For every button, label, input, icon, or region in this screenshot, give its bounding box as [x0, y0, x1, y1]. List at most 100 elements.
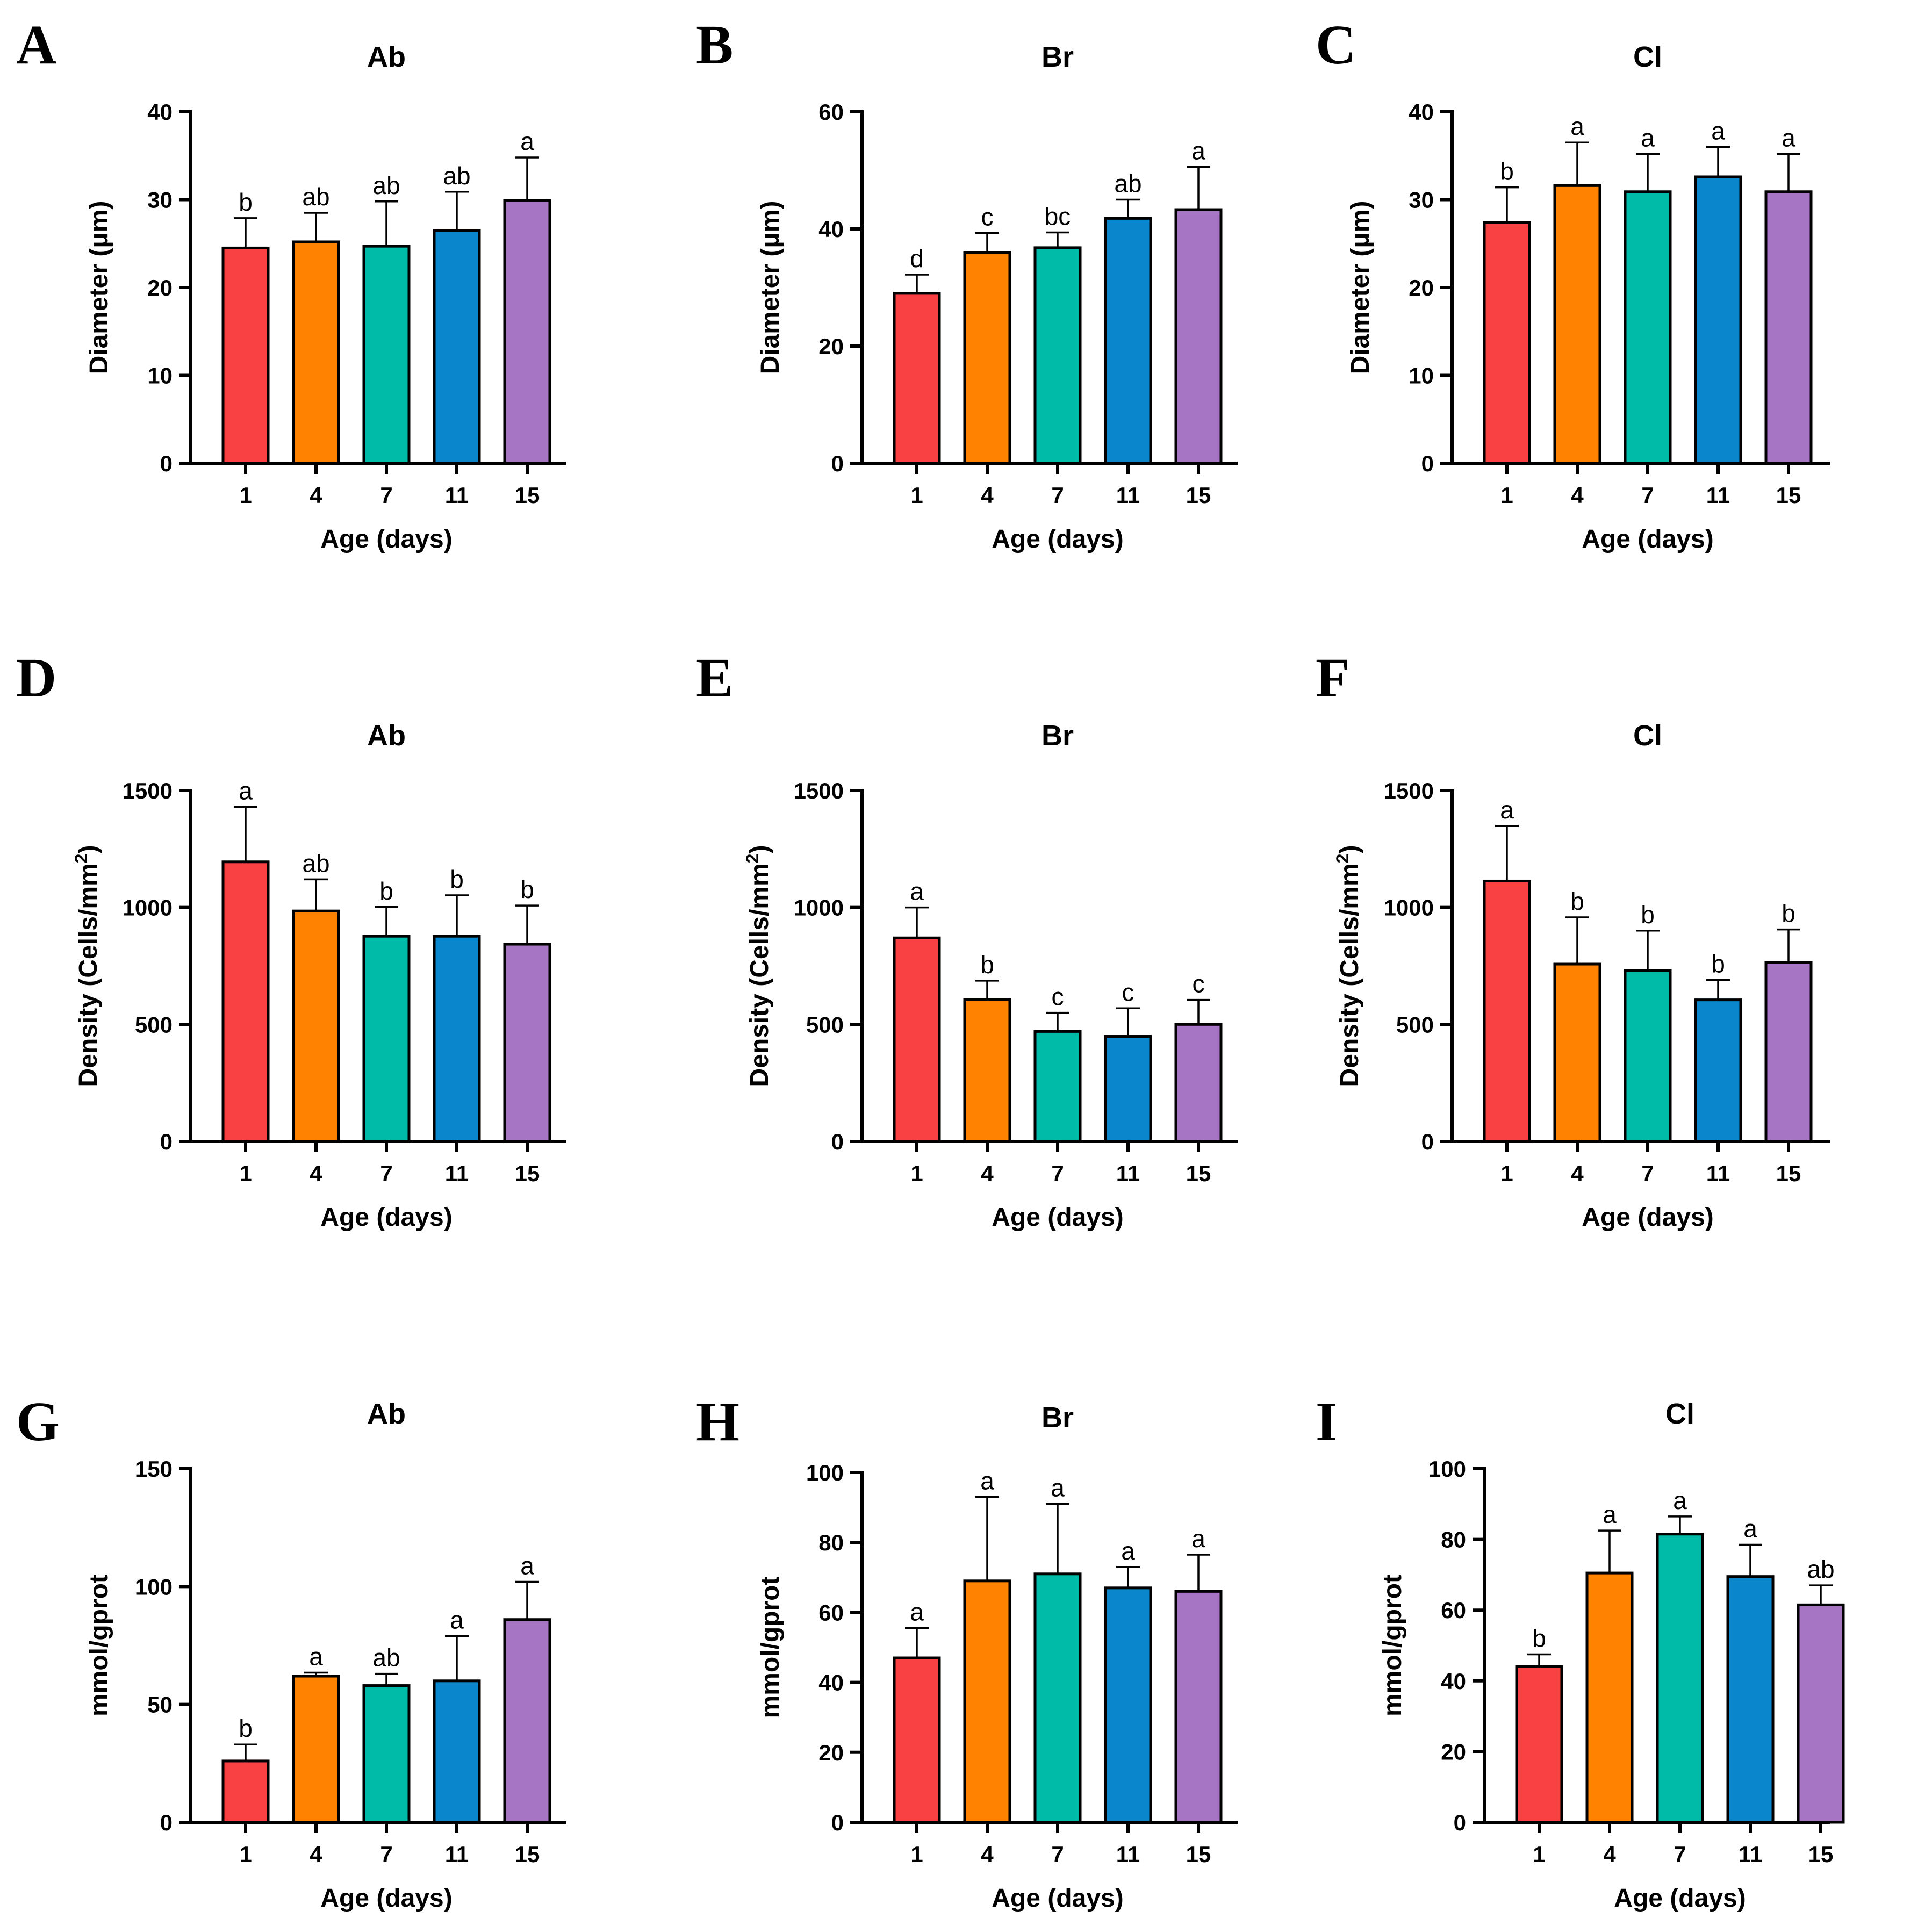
bar-1	[893, 292, 941, 465]
y-tick-label: 150	[135, 1456, 173, 1482]
x-tick-label: 4	[981, 1161, 994, 1186]
bar-1	[1483, 221, 1531, 465]
significance-label: ab	[372, 1644, 400, 1672]
bar-11	[433, 229, 481, 465]
significance-label: c	[1193, 970, 1205, 998]
chart-title: Br	[1042, 1402, 1074, 1434]
significance-label: a	[1673, 1486, 1687, 1514]
x-tick-label: 11	[1116, 1842, 1140, 1867]
x-tick-label: 1	[239, 1842, 252, 1867]
bar-4	[1553, 962, 1601, 1143]
y-tick-label: 0	[160, 1129, 173, 1154]
bar-1	[1483, 879, 1531, 1143]
bar-1	[221, 860, 270, 1143]
panel-letter: E	[696, 647, 733, 709]
x-tick-label: 7	[1051, 1161, 1064, 1186]
significance-label: b	[1570, 887, 1584, 915]
y-axis-label-text: mmol/gprot	[85, 1575, 113, 1716]
y-tick-label: 20	[1409, 275, 1434, 300]
y-tick-label: 30	[1409, 188, 1434, 213]
bar-4	[963, 1579, 1011, 1824]
panel-letter: A	[16, 14, 56, 76]
chart-panel-f: F Cl 0 500 1000 1500 a 1 b 4 b 7 b 11 b 15 Age (days) Den…	[1316, 647, 1830, 1232]
x-tick-label: 11	[445, 483, 469, 508]
y-axis-label: Density (Cells/mm2)	[743, 845, 774, 1087]
significance-label: ab	[302, 183, 329, 211]
y-axis-label-text: Density (Cells/mm	[74, 863, 103, 1087]
bar-1	[893, 936, 941, 1143]
y-tick-label: 500	[1396, 1012, 1434, 1037]
significance-label: a	[450, 1606, 464, 1634]
y-axis-label: mmol/gprot	[756, 1577, 785, 1719]
significance-label: b	[1711, 950, 1725, 978]
significance-label: a	[1191, 1525, 1205, 1553]
x-tick-label: 7	[1641, 483, 1654, 508]
x-tick-label: 15	[1186, 1842, 1211, 1867]
y-axis-label-end: )	[745, 845, 774, 854]
y-tick-label: 40	[147, 99, 173, 125]
x-tick-label: 4	[310, 1842, 322, 1867]
y-tick-label: 1000	[123, 895, 173, 921]
significance-label: b	[1532, 1624, 1546, 1652]
x-tick-label: 15	[1776, 1161, 1801, 1186]
significance-label: a	[1191, 136, 1205, 164]
y-axis-label: Diameter (μm)	[85, 201, 113, 375]
x-tick-label: 11	[1706, 483, 1730, 508]
bar-11	[1104, 217, 1152, 465]
significance-label: ab	[1807, 1555, 1834, 1583]
y-axis-label-superscript: 2	[743, 854, 762, 864]
x-axis-label: Age (days)	[320, 525, 452, 554]
bar-7	[1656, 1533, 1704, 1824]
panel-letter: D	[16, 647, 56, 709]
bar-15	[503, 199, 551, 465]
significance-label: b	[1641, 901, 1655, 929]
chart-panel-i: I Cl 0 20 40 60 80 100 b 1 a 4 a 7 a 11 ab 15 Age (days) mm…	[1316, 1391, 1845, 1913]
y-tick-label: 0	[831, 1129, 844, 1154]
y-axis-label-text: Diameter (μm)	[85, 201, 113, 375]
bar-4	[292, 240, 340, 465]
significance-label: a	[1782, 124, 1795, 152]
chart-title: Br	[1042, 720, 1074, 752]
significance-label: b	[520, 875, 534, 903]
x-tick-label: 1	[1500, 1161, 1513, 1186]
bar-15	[1764, 190, 1813, 465]
x-tick-label: 15	[515, 483, 540, 508]
y-tick-label: 0	[1421, 1129, 1434, 1154]
y-axis-label-text: mmol/gprot	[756, 1577, 785, 1719]
x-axis-label: Age (days)	[1582, 1203, 1713, 1232]
y-tick-label: 60	[818, 1600, 844, 1625]
panel-letter: F	[1316, 647, 1350, 709]
chart-title: Cl	[1665, 1398, 1694, 1430]
significance-label: bc	[1045, 203, 1071, 231]
bar-7	[362, 1684, 411, 1824]
bar-4	[1585, 1571, 1634, 1824]
x-axis-label: Age (days)	[992, 525, 1123, 554]
x-axis-label: Age (days)	[320, 1884, 452, 1913]
significance-label: b	[1782, 900, 1795, 928]
chart-panel-a: A Ab 0 10 20 30 40 b 1 ab 4 ab 7 ab 11 a 15 Age (days) Dia…	[16, 14, 566, 554]
bar-1	[221, 1759, 270, 1824]
y-tick-label: 1500	[794, 778, 844, 803]
x-tick-label: 7	[380, 1161, 392, 1186]
y-tick-label: 1000	[794, 895, 844, 921]
bar-4	[292, 1675, 340, 1824]
x-tick-label: 11	[445, 1842, 469, 1867]
panel-letter: I	[1316, 1391, 1337, 1453]
x-tick-label: 4	[310, 1161, 322, 1186]
significance-label: a	[1743, 1514, 1757, 1542]
panel-letter: B	[696, 14, 733, 76]
x-tick-label: 11	[1739, 1842, 1762, 1867]
significance-label: b	[239, 188, 253, 216]
y-axis-label: Diameter (μm)	[1346, 201, 1375, 375]
y-tick-label: 0	[160, 1810, 173, 1835]
y-axis-label-end: )	[1335, 845, 1364, 854]
bar-7	[1624, 969, 1672, 1143]
x-tick-label: 15	[515, 1842, 540, 1867]
y-axis-label-text: Diameter (μm)	[756, 201, 785, 375]
bar-11	[1104, 1586, 1152, 1824]
y-axis-label-text: mmol/gprot	[1378, 1575, 1407, 1716]
bar-7	[1033, 1572, 1082, 1824]
y-tick-label: 500	[806, 1012, 844, 1037]
significance-label: a	[520, 127, 534, 155]
significance-label: ab	[443, 162, 470, 190]
